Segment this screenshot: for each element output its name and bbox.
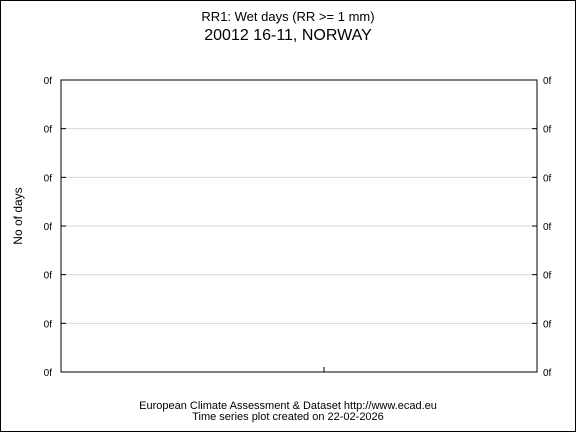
chart-title: RR1: Wet days (RR >= 1 mm) — [201, 9, 375, 24]
y-tick-label-left: 0f — [44, 222, 53, 233]
y-tick-label-right: 0f — [543, 319, 552, 330]
y-tick-label-left: 0f — [44, 271, 53, 282]
y-tick-label-left: 0f — [44, 125, 53, 136]
y-axis-label: No of days — [11, 187, 25, 244]
y-tick-label-left: 0f — [44, 368, 53, 379]
footer-created: Time series plot created on 22-02-2026 — [192, 411, 384, 423]
y-tick-label-right: 0f — [543, 222, 552, 233]
y-tick-label-left: 0f — [44, 76, 53, 87]
footer-credit: European Climate Assessment & Dataset ht… — [139, 400, 437, 412]
y-tick-label-right: 0f — [543, 125, 552, 136]
chart-subtitle: 20012 16-11, NORWAY — [204, 27, 372, 44]
gridlines — [61, 128, 537, 324]
axis-ticks — [61, 79, 537, 373]
y-tick-label-right: 0f — [543, 368, 552, 379]
y-tick-label-left: 0f — [44, 173, 53, 184]
y-tick-label-right: 0f — [543, 271, 552, 282]
y-tick-label-right: 0f — [543, 173, 552, 184]
y-tick-label-right: 0f — [543, 76, 552, 87]
y-tick-label-left: 0f — [44, 319, 53, 330]
